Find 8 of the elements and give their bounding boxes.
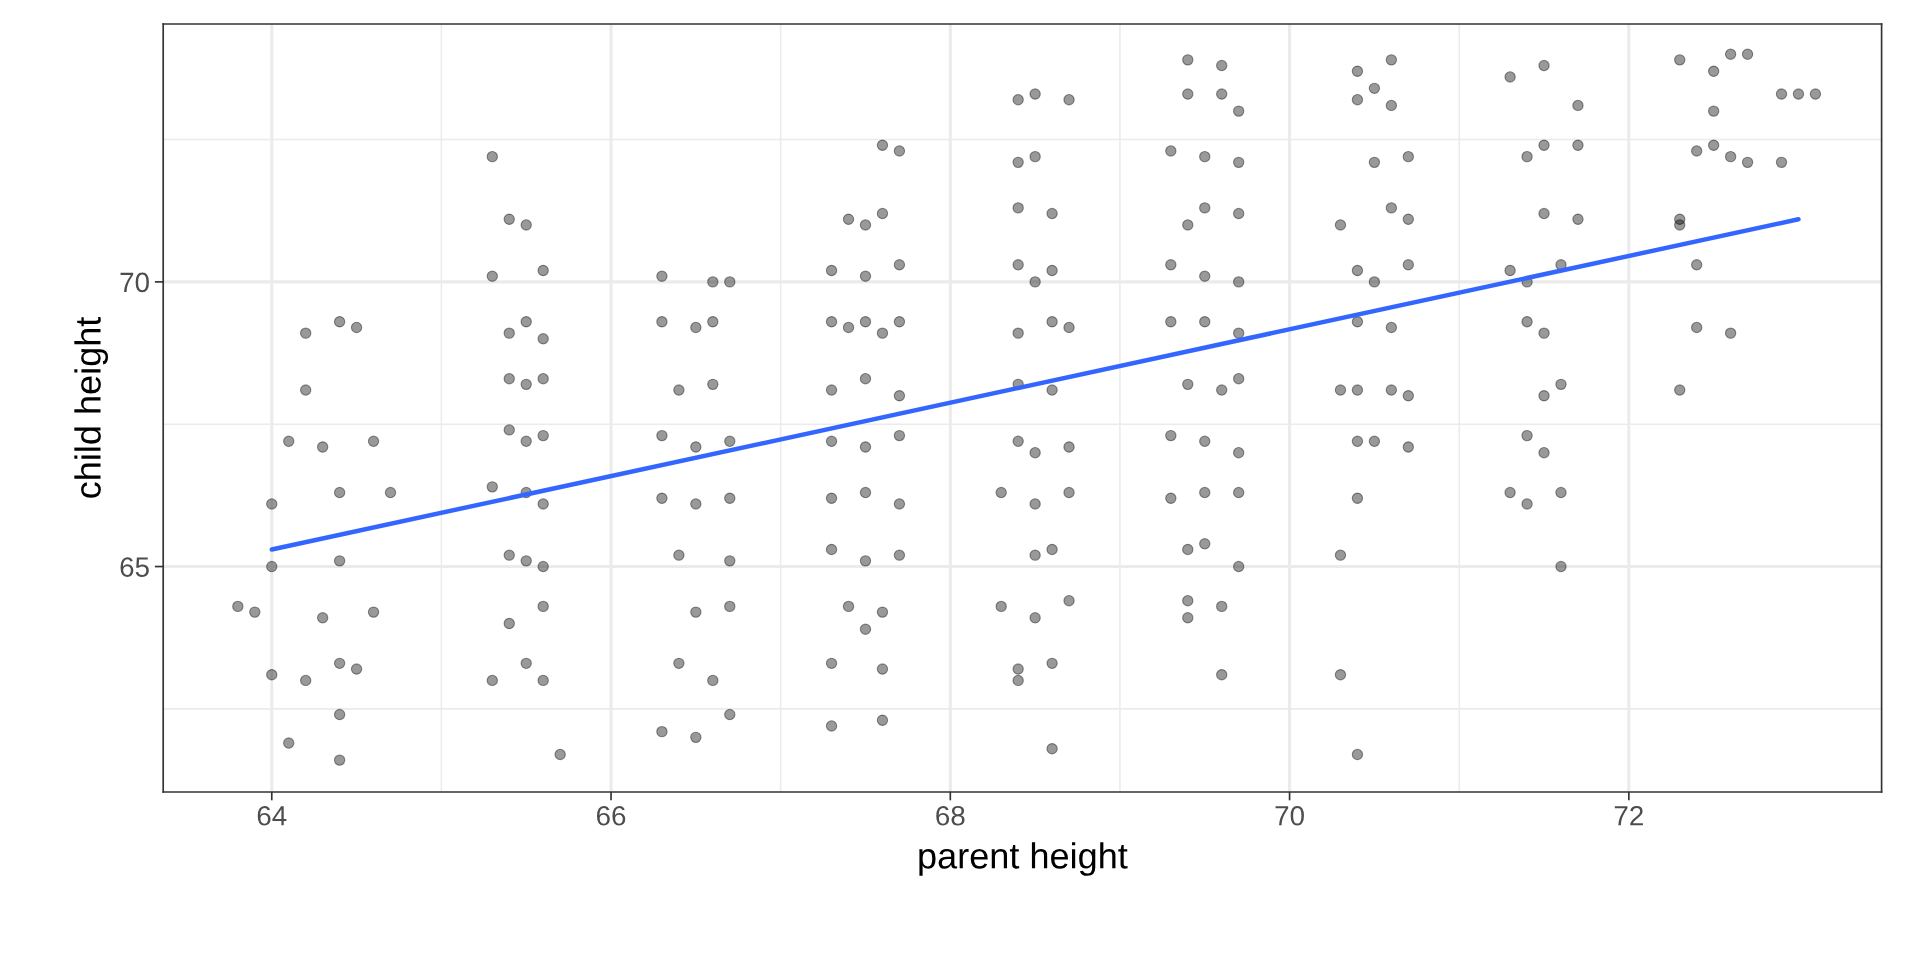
x-tick-label: 72 — [1614, 805, 1643, 826]
x-tick-label: 70 — [1275, 805, 1304, 826]
x-tick-label: 64 — [257, 805, 287, 826]
x-axis-title: parent height — [919, 842, 1128, 876]
y-tick-label: 65 — [120, 557, 149, 577]
x-tick-label: 66 — [597, 805, 626, 826]
y-axis-title: child height — [74, 316, 108, 498]
x-tick-label: 68 — [936, 805, 965, 826]
